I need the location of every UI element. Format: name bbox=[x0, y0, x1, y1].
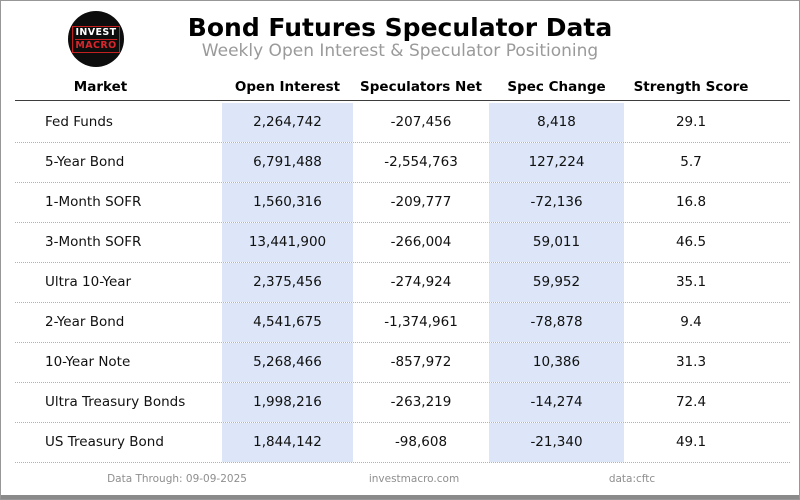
cell-speculators-net: -266,004 bbox=[390, 234, 452, 250]
cell-strength-score: 29.1 bbox=[675, 114, 707, 130]
logo-text-box: INVEST MACRO bbox=[72, 25, 120, 53]
cell-strength-score: 9.4 bbox=[680, 314, 702, 330]
cell-spec-change: 10,386 bbox=[489, 342, 624, 382]
cell-strength-score: 49.1 bbox=[675, 434, 707, 450]
cell-spec-change: 59,011 bbox=[489, 222, 624, 262]
cell-strength-score: 16.8 bbox=[675, 194, 707, 210]
cell-open-interest: 13,441,900 bbox=[222, 222, 353, 262]
investmacro-logo: INVEST MACRO bbox=[68, 11, 124, 67]
footer-data-through: Data Through: 09-09-2025 bbox=[107, 473, 247, 485]
cell-market: 2-Year Bond bbox=[45, 314, 125, 330]
logo-macro-text: MACRO bbox=[75, 39, 117, 51]
table-body: Fed Funds 2,264,742 -207,456 8,418 29.1 5-Yea… bbox=[15, 102, 790, 463]
cell-market: US Treasury Bond bbox=[45, 434, 164, 450]
cell-speculators-net: -209,777 bbox=[390, 194, 452, 210]
cell-open-interest: 1,998,216 bbox=[222, 382, 353, 422]
cell-strength-score: 35.1 bbox=[675, 274, 707, 290]
cell-strength-score: 5.7 bbox=[680, 154, 702, 170]
cell-speculators-net: -1,374,961 bbox=[384, 314, 458, 330]
cell-speculators-net: -2,554,763 bbox=[384, 154, 458, 170]
table-row: 2-Year Bond 4,541,675 -1,374,961 -78,878 9.4 bbox=[15, 302, 790, 343]
cell-speculators-net: -98,608 bbox=[394, 434, 448, 450]
column-header-open-interest: Open Interest bbox=[234, 78, 341, 95]
footer-data-source: data:cftc bbox=[608, 473, 656, 485]
cell-open-interest: 5,268,466 bbox=[222, 342, 353, 382]
cell-open-interest: 4,541,675 bbox=[222, 302, 353, 342]
cell-open-interest: 1,560,316 bbox=[222, 182, 353, 222]
column-header-market: Market bbox=[73, 78, 128, 95]
cell-market: 5-Year Bond bbox=[45, 154, 125, 170]
table-row: 10-Year Note 5,268,466 -857,972 10,386 31.3 bbox=[15, 342, 790, 383]
column-header-speculators-net: Speculators Net bbox=[360, 78, 482, 95]
cell-spec-change: 8,418 bbox=[489, 102, 624, 142]
cell-speculators-net: -857,972 bbox=[390, 354, 452, 370]
cell-spec-change: 59,952 bbox=[489, 262, 624, 302]
table-row: 5-Year Bond 6,791,488 -2,554,763 127,224 5.7 bbox=[15, 142, 790, 183]
cell-strength-score: 46.5 bbox=[675, 234, 707, 250]
cell-speculators-net: -207,456 bbox=[390, 114, 452, 130]
cell-market: Ultra 10-Year bbox=[45, 274, 132, 290]
cell-open-interest: 2,264,742 bbox=[222, 102, 353, 142]
bottom-accent-bar bbox=[1, 495, 799, 499]
table-row: 3-Month SOFR 13,441,900 -266,004 59,011 46.5 bbox=[15, 222, 790, 263]
cell-market: Ultra Treasury Bonds bbox=[45, 394, 186, 410]
page-subtitle: Weekly Open Interest & Speculator Positi… bbox=[201, 41, 599, 61]
cell-market: Fed Funds bbox=[45, 114, 113, 130]
page-title: Bond Futures Speculator Data bbox=[187, 13, 613, 42]
cell-spec-change: -14,274 bbox=[489, 382, 624, 422]
cell-speculators-net: -274,924 bbox=[390, 274, 452, 290]
column-header-spec-change: Spec Change bbox=[507, 78, 606, 95]
logo-invest-text: INVEST bbox=[75, 26, 117, 40]
cell-market: 1-Month SOFR bbox=[45, 194, 142, 210]
cell-spec-change: 127,224 bbox=[489, 142, 624, 182]
cell-spec-change: -21,340 bbox=[489, 422, 624, 462]
cell-strength-score: 31.3 bbox=[675, 354, 707, 370]
cell-spec-change: -72,136 bbox=[489, 182, 624, 222]
table-row: Fed Funds 2,264,742 -207,456 8,418 29.1 bbox=[15, 102, 790, 143]
table-row: Ultra 10-Year 2,375,456 -274,924 59,952 35.1 bbox=[15, 262, 790, 303]
table-row: US Treasury Bond 1,844,142 -98,608 -21,340 4… bbox=[15, 422, 790, 463]
table-row: Ultra Treasury Bonds 1,998,216 -263,219 -14… bbox=[15, 382, 790, 423]
table-row: 1-Month SOFR 1,560,316 -209,777 -72,136 16.8 bbox=[15, 182, 790, 223]
cell-market: 3-Month SOFR bbox=[45, 234, 142, 250]
cell-open-interest: 6,791,488 bbox=[222, 142, 353, 182]
cell-market: 10-Year Note bbox=[45, 354, 131, 370]
cell-spec-change: -78,878 bbox=[489, 302, 624, 342]
footer-site: investmacro.com bbox=[368, 473, 460, 485]
table-header-row: Market Open Interest Speculators Net Spe… bbox=[15, 73, 790, 101]
column-header-strength-score: Strength Score bbox=[633, 78, 749, 95]
cell-open-interest: 1,844,142 bbox=[222, 422, 353, 462]
cell-strength-score: 72.4 bbox=[675, 394, 707, 410]
cell-open-interest: 2,375,456 bbox=[222, 262, 353, 302]
cell-speculators-net: -263,219 bbox=[390, 394, 452, 410]
